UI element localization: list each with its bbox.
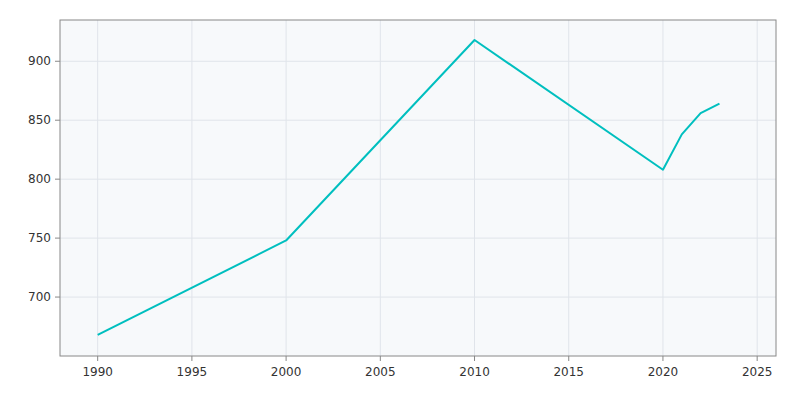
- x-tick-label: 2020: [648, 365, 679, 379]
- data: [98, 40, 720, 335]
- y-tick: [55, 120, 60, 121]
- x-tick: [286, 356, 287, 361]
- x-tick-label: 1990: [82, 365, 113, 379]
- x-tick: [662, 356, 663, 361]
- y-tick: [55, 61, 60, 62]
- x-tick: [474, 356, 475, 361]
- y-grid-line: [60, 297, 776, 298]
- y-tick-label: 850: [28, 113, 51, 127]
- y-grid-line: [60, 238, 776, 239]
- x-grid-line: [380, 20, 381, 356]
- grid: [60, 20, 776, 356]
- x-grid-line: [286, 20, 287, 356]
- y-grid-line: [60, 120, 776, 121]
- y-grid-line: [60, 179, 776, 180]
- x-tick-label: 2025: [742, 365, 773, 379]
- y-tick-label: 700: [28, 290, 51, 304]
- x-grid-line: [474, 20, 475, 356]
- x-tick-label: 2000: [271, 365, 302, 379]
- chart-container: 1990 1995 2000 2005 2010 2015 2020 2025 700 750 80…: [0, 0, 800, 400]
- x-grid-line: [757, 20, 758, 356]
- x-grid-line: [97, 20, 98, 356]
- x-tick-label: 2005: [365, 365, 396, 379]
- x-grid-line: [662, 20, 663, 356]
- chart: 1990 1995 2000 2005 2010 2015 2020 2025 700 750 80…: [0, 0, 800, 400]
- x-tick: [757, 356, 758, 361]
- x-tick: [191, 356, 192, 361]
- y-tick: [55, 297, 60, 298]
- plot-background: [60, 20, 776, 356]
- y-tick: [55, 179, 60, 180]
- y-tick-label: 800: [28, 172, 51, 186]
- x-tick: [97, 356, 98, 361]
- x-tick-label: 2010: [459, 365, 490, 379]
- x-tick-label: 2015: [553, 365, 584, 379]
- x-tick-label: 1995: [177, 365, 208, 379]
- x-tick: [380, 356, 381, 361]
- y-tick-label: 900: [28, 54, 51, 68]
- y-grid-line: [60, 61, 776, 62]
- line: [98, 40, 720, 335]
- x-grid-line: [191, 20, 192, 356]
- y-tick: [55, 238, 60, 239]
- x-tick: [568, 356, 569, 361]
- axes: 1990 1995 2000 2005 2010 2015 2020 2025 700 750 80…: [28, 54, 772, 379]
- y-tick-label: 750: [28, 231, 51, 245]
- x-grid-line: [568, 20, 569, 356]
- plot-frame: [60, 20, 776, 356]
